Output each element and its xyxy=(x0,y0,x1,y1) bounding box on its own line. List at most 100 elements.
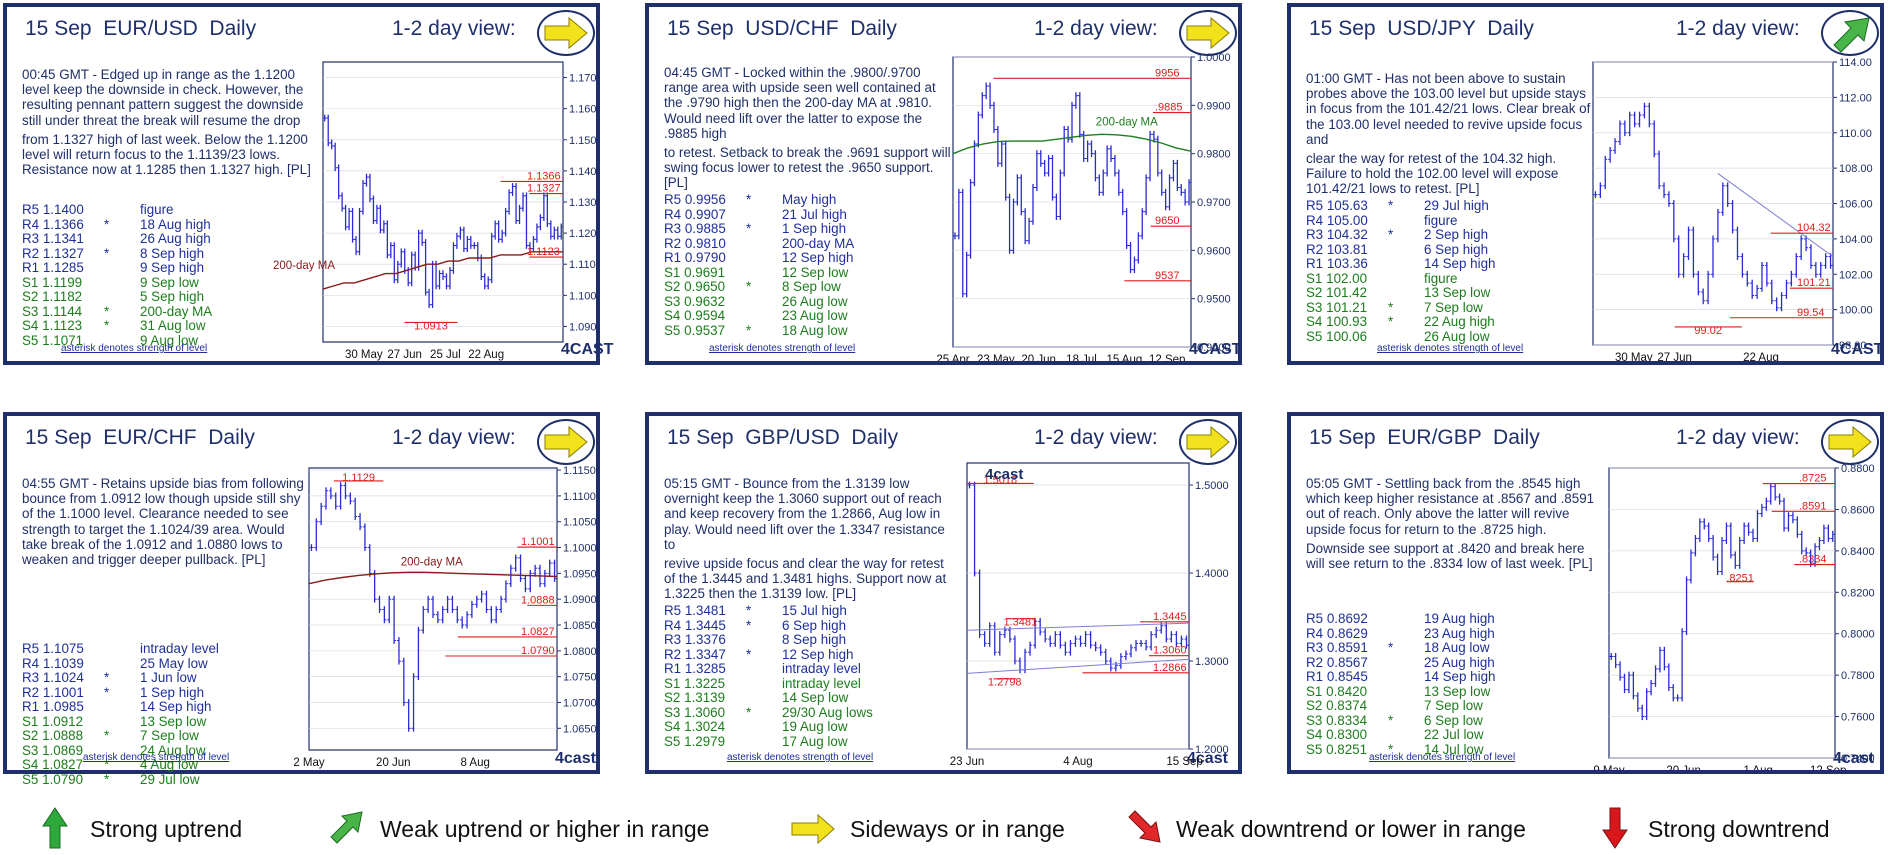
y-tick-label: 1.3000 xyxy=(1195,656,1229,668)
y-tick-label: 1.0800 xyxy=(563,646,596,658)
level-label: S2 xyxy=(664,279,681,294)
level-strength: * xyxy=(104,318,110,333)
view-label: 1-2 day view: xyxy=(1034,426,1158,449)
level-label-value: R5 1.1075 xyxy=(22,641,84,657)
level-label-value: R5 0.8692 xyxy=(1306,611,1368,627)
level-label-value: R3 0.8591 xyxy=(1306,640,1368,656)
x-tick-label: 8 Aug xyxy=(460,757,489,769)
level-strength: * xyxy=(104,670,110,685)
level-description: 1 Sep high xyxy=(782,221,847,236)
level-value: 1.3481 xyxy=(684,603,726,618)
level-strength: * xyxy=(1388,314,1394,329)
level-value: 1.3060 xyxy=(684,704,726,720)
level-label: S5 xyxy=(22,332,39,348)
commentary-paragraph: revive upside focus and clear the way fo… xyxy=(664,556,947,602)
level-label: S5 xyxy=(664,733,681,749)
level-description: 8 Sep low xyxy=(782,279,841,294)
level-strength: * xyxy=(746,192,752,207)
level-label-value: R4 0.8629 xyxy=(1306,625,1368,642)
footnote: asterisk denotes strength of level xyxy=(1369,752,1516,763)
y-tick-label: 1.1200 xyxy=(569,228,596,240)
strong-downtrend-icon xyxy=(1602,807,1628,849)
level-label-value: R1 1.3285 xyxy=(664,661,726,677)
level-label-value: S4 1.0827 xyxy=(22,757,83,773)
level-line-label: 104.32 xyxy=(1797,222,1831,234)
level-label: R4 xyxy=(22,216,40,232)
level-label: R5 xyxy=(664,192,682,207)
level-value: 1.1199 xyxy=(42,274,83,290)
level-value: 0.8334 xyxy=(1326,712,1368,728)
sideways-icon xyxy=(1186,425,1230,459)
level-label: R4 xyxy=(22,655,40,671)
level-label-value: R2 0.8567 xyxy=(1306,655,1368,671)
level-label: R3 xyxy=(664,221,682,236)
level-value: 1.1071 xyxy=(42,332,84,348)
price-chart: 1.1700 1.1600 1.1500 1.1400 1.1300 1.1200 1.11… xyxy=(273,61,596,361)
level-description: 5 Sep high xyxy=(140,289,205,304)
level-value: 102.00 xyxy=(1326,270,1368,286)
y-tick-label: 0.9900 xyxy=(1197,100,1231,112)
level-label-value: R5 1.1400 xyxy=(22,202,84,218)
moving-average-line xyxy=(952,133,1192,155)
level-label: S5 xyxy=(1306,328,1323,344)
legend-label: Strong downtrend xyxy=(1648,816,1830,842)
level-value: 1.3445 xyxy=(684,617,726,633)
level-label: S5 xyxy=(1306,741,1323,757)
panel-title: 15 Sep USD/CHF Daily xyxy=(667,17,897,40)
level-label: R1 xyxy=(1306,256,1324,271)
moving-average-line xyxy=(308,571,558,585)
level-label: R1 xyxy=(22,260,40,275)
level-label: R3 xyxy=(664,632,682,647)
y-tick-label: 0.8600 xyxy=(1841,504,1875,516)
level-description: intraday level xyxy=(782,675,861,691)
level-label: R2 xyxy=(664,235,682,251)
level-label: S4 xyxy=(1306,314,1323,329)
level-label-value: S5 100.06 xyxy=(1306,328,1368,345)
level-value: 0.9650 xyxy=(684,279,726,294)
level-description: 24 Aug low xyxy=(140,742,206,758)
level-line-label: 1.0827 xyxy=(521,626,555,638)
level-label: S3 xyxy=(22,303,39,319)
level-label-value: S1 0.9691 xyxy=(664,265,725,281)
brand-logo: 4cast xyxy=(1187,750,1228,767)
level-label-value: S2 1.3139 xyxy=(664,690,725,706)
view-badge xyxy=(1179,10,1237,56)
level-label-value: R3 1.3376 xyxy=(664,632,726,648)
sideways-icon xyxy=(544,16,588,50)
y-tick-label: 0.7800 xyxy=(1841,670,1875,682)
level-label-value: R3 1.1341 xyxy=(22,231,84,247)
level-label: S5 xyxy=(664,322,681,338)
channel-line xyxy=(966,622,1190,631)
strong-uptrend-icon xyxy=(42,807,68,849)
level-description: 8 Sep high xyxy=(782,632,847,647)
x-tick-label: 25 Apr xyxy=(936,354,969,361)
weak-uptrend-icon xyxy=(330,811,363,844)
price-chart: 1.0000 0.9900 0.9800 0.9700 0.9600 0.9500 0.94… xyxy=(936,52,1231,361)
level-label-value: R2 1.1001 xyxy=(22,685,84,701)
y-tick-label: 0.8800 xyxy=(1841,463,1875,475)
y-tick-label: 1.1600 xyxy=(569,104,596,116)
level-line-label: 9650 xyxy=(1155,215,1179,227)
level-value: 100.06 xyxy=(1326,328,1368,344)
level-label-value: R2 103.81 xyxy=(1306,242,1368,258)
level-description: 14 Sep high xyxy=(140,699,212,714)
x-tick-label: 23 Jun xyxy=(950,756,985,768)
level-description: 14 Sep high xyxy=(1424,256,1496,271)
level-line-label: 1.1327 xyxy=(527,183,561,195)
y-tick-label: 0.9600 xyxy=(1197,245,1231,257)
level-value: 1.1123 xyxy=(42,318,83,333)
commentary: 05:05 GMT - Settling back from the .8545… xyxy=(1306,476,1596,575)
commentary: 01:00 GMT - Has not been above to sustai… xyxy=(1306,71,1596,201)
level-line-label: 1.3445 xyxy=(1153,611,1187,623)
level-description: 4 Aug low xyxy=(140,757,199,772)
level-description: 2 Sep high xyxy=(1424,227,1489,242)
level-label: S3 xyxy=(1306,712,1323,728)
level-description: 7 Sep low xyxy=(140,728,199,743)
level-label: R4 xyxy=(1306,625,1324,641)
price-chart: 1.5000 1.4000 1.3000 1.2000 23 Jun 4 Aug 15 Se… xyxy=(950,462,1229,768)
level-label-value: S3 101.21 xyxy=(1306,300,1367,316)
level-description: 26 Aug low xyxy=(1424,328,1490,344)
level-label-value: S5 0.9537 xyxy=(664,322,725,339)
level-label-value: S1 0.8420 xyxy=(1306,684,1367,700)
moving-average-label: 200-day MA xyxy=(1096,116,1158,128)
